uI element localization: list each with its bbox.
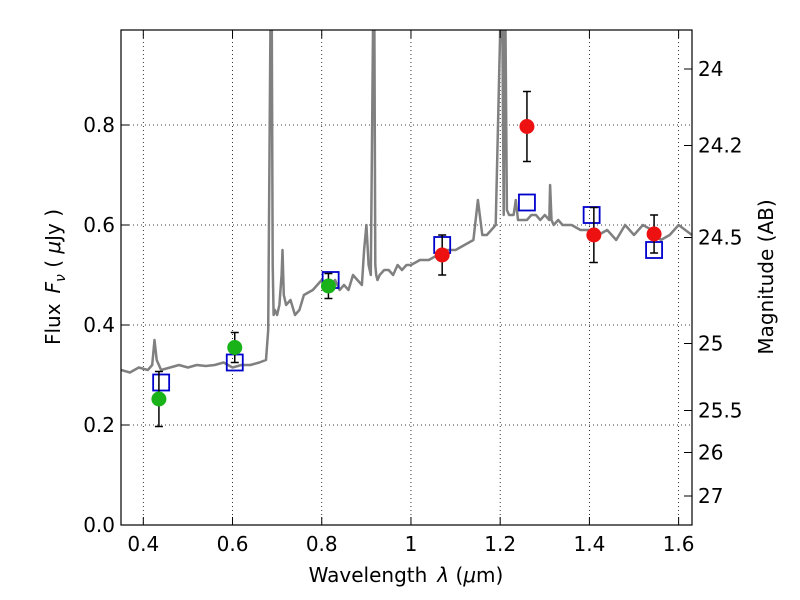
x-tick-label: 0.6 [217, 532, 249, 556]
y-tick-label: 0.2 [83, 413, 115, 437]
y2-axis-label: Magnitude (AB) [754, 199, 778, 354]
y-tick-label: 0.4 [83, 313, 115, 337]
plot-frame [120, 29, 693, 526]
model-flux-square [518, 193, 536, 212]
data-marks [121, 30, 692, 428]
y2-tick-label: 27 [698, 484, 723, 508]
x-tick-label: 1 [405, 532, 418, 556]
y2-tick-label: 25.5 [698, 399, 743, 423]
x-tick-label: 1.2 [484, 532, 516, 556]
y-tick-label: 0.0 [83, 513, 115, 537]
x-tick-label: 1.6 [663, 532, 695, 556]
observed-flux-point [434, 247, 450, 263]
observed-flux-point [151, 391, 167, 407]
model-flux-square [152, 373, 171, 392]
y-tick-label: 0.8 [83, 113, 115, 137]
x-axis-label: Wavelength λ (μm) [309, 563, 504, 587]
y2-tick-label: 24 [698, 57, 723, 81]
y2-tick-label: 26 [698, 441, 723, 465]
observed-flux-point [227, 340, 243, 355]
y-tick-label: 0.6 [83, 213, 115, 237]
x-tick-label: 0.4 [127, 532, 159, 556]
observed-flux-point [586, 227, 602, 243]
template-spectrum-line [121, 30, 692, 374]
y2-tick-label: 25 [698, 332, 723, 356]
axis-ticks: 0.4 0.6 0.8 1 1.2 1.4 1.6 0.0 0.2 0.4 0.6 0.8 24 24.2… [83, 30, 743, 556]
observed-flux-point [646, 226, 662, 242]
x-tick-label: 1.4 [573, 532, 605, 556]
y-axis-label: FluxFν ( μJy ) [41, 209, 69, 345]
x-tick-label: 0.8 [306, 532, 338, 556]
observed-flux-point [519, 119, 535, 134]
observed-flux-point [320, 278, 336, 294]
y2-tick-label: 24.5 [698, 226, 743, 250]
y2-tick-label: 24.2 [698, 134, 743, 158]
model-flux-square [582, 206, 601, 224]
grid [121, 30, 692, 525]
